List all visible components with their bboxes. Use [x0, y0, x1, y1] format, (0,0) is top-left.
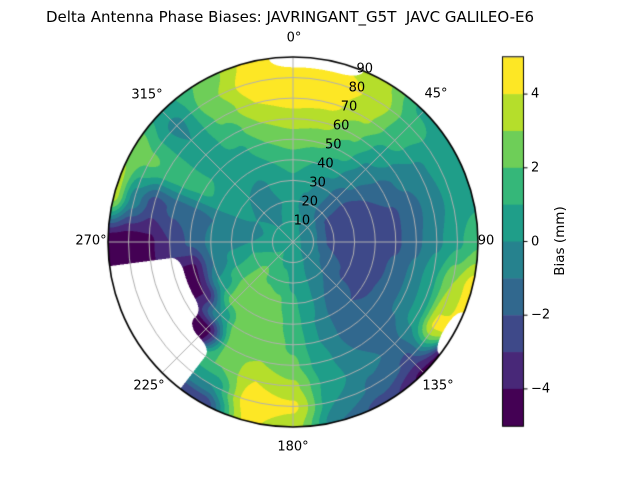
radial-tick-label: 30 — [309, 175, 326, 191]
theta-tick-label: 315° — [131, 87, 163, 103]
theta-tick-label: 270° — [75, 233, 107, 249]
theta-tick-label: 0° — [286, 30, 302, 46]
colorbar-axis-label: Bias (mm) — [552, 206, 568, 276]
radial-tick-label: 70 — [340, 99, 358, 115]
colorbar-tick-label: 2 — [531, 160, 540, 176]
colorbar-tick-label: −2 — [531, 307, 551, 323]
colorbar-tick-label: −4 — [531, 381, 551, 397]
chart-title: Delta Antenna Phase Biases: JAVRINGANT_G… — [45, 8, 535, 26]
radial-tick-label: 50 — [325, 137, 342, 153]
radial-tick-label: 90 — [356, 61, 374, 77]
theta-tick-label: 90 — [477, 233, 495, 249]
theta-tick-label: 180° — [277, 439, 309, 455]
colorbar-tick-label: 0 — [531, 234, 540, 249]
radial-tick-label: 80 — [348, 80, 366, 96]
radial-tick-label: 10 — [293, 213, 311, 229]
radial-tick-label: 60 — [332, 118, 350, 134]
theta-tick-label: 45° — [424, 86, 448, 102]
colorbar-tick-label: 4 — [531, 86, 540, 102]
radial-tick-label: 20 — [301, 194, 318, 210]
theta-tick-label: 225° — [133, 378, 165, 394]
theta-tick-label: 135° — [422, 378, 454, 394]
radial-tick-label: 40 — [317, 156, 334, 172]
